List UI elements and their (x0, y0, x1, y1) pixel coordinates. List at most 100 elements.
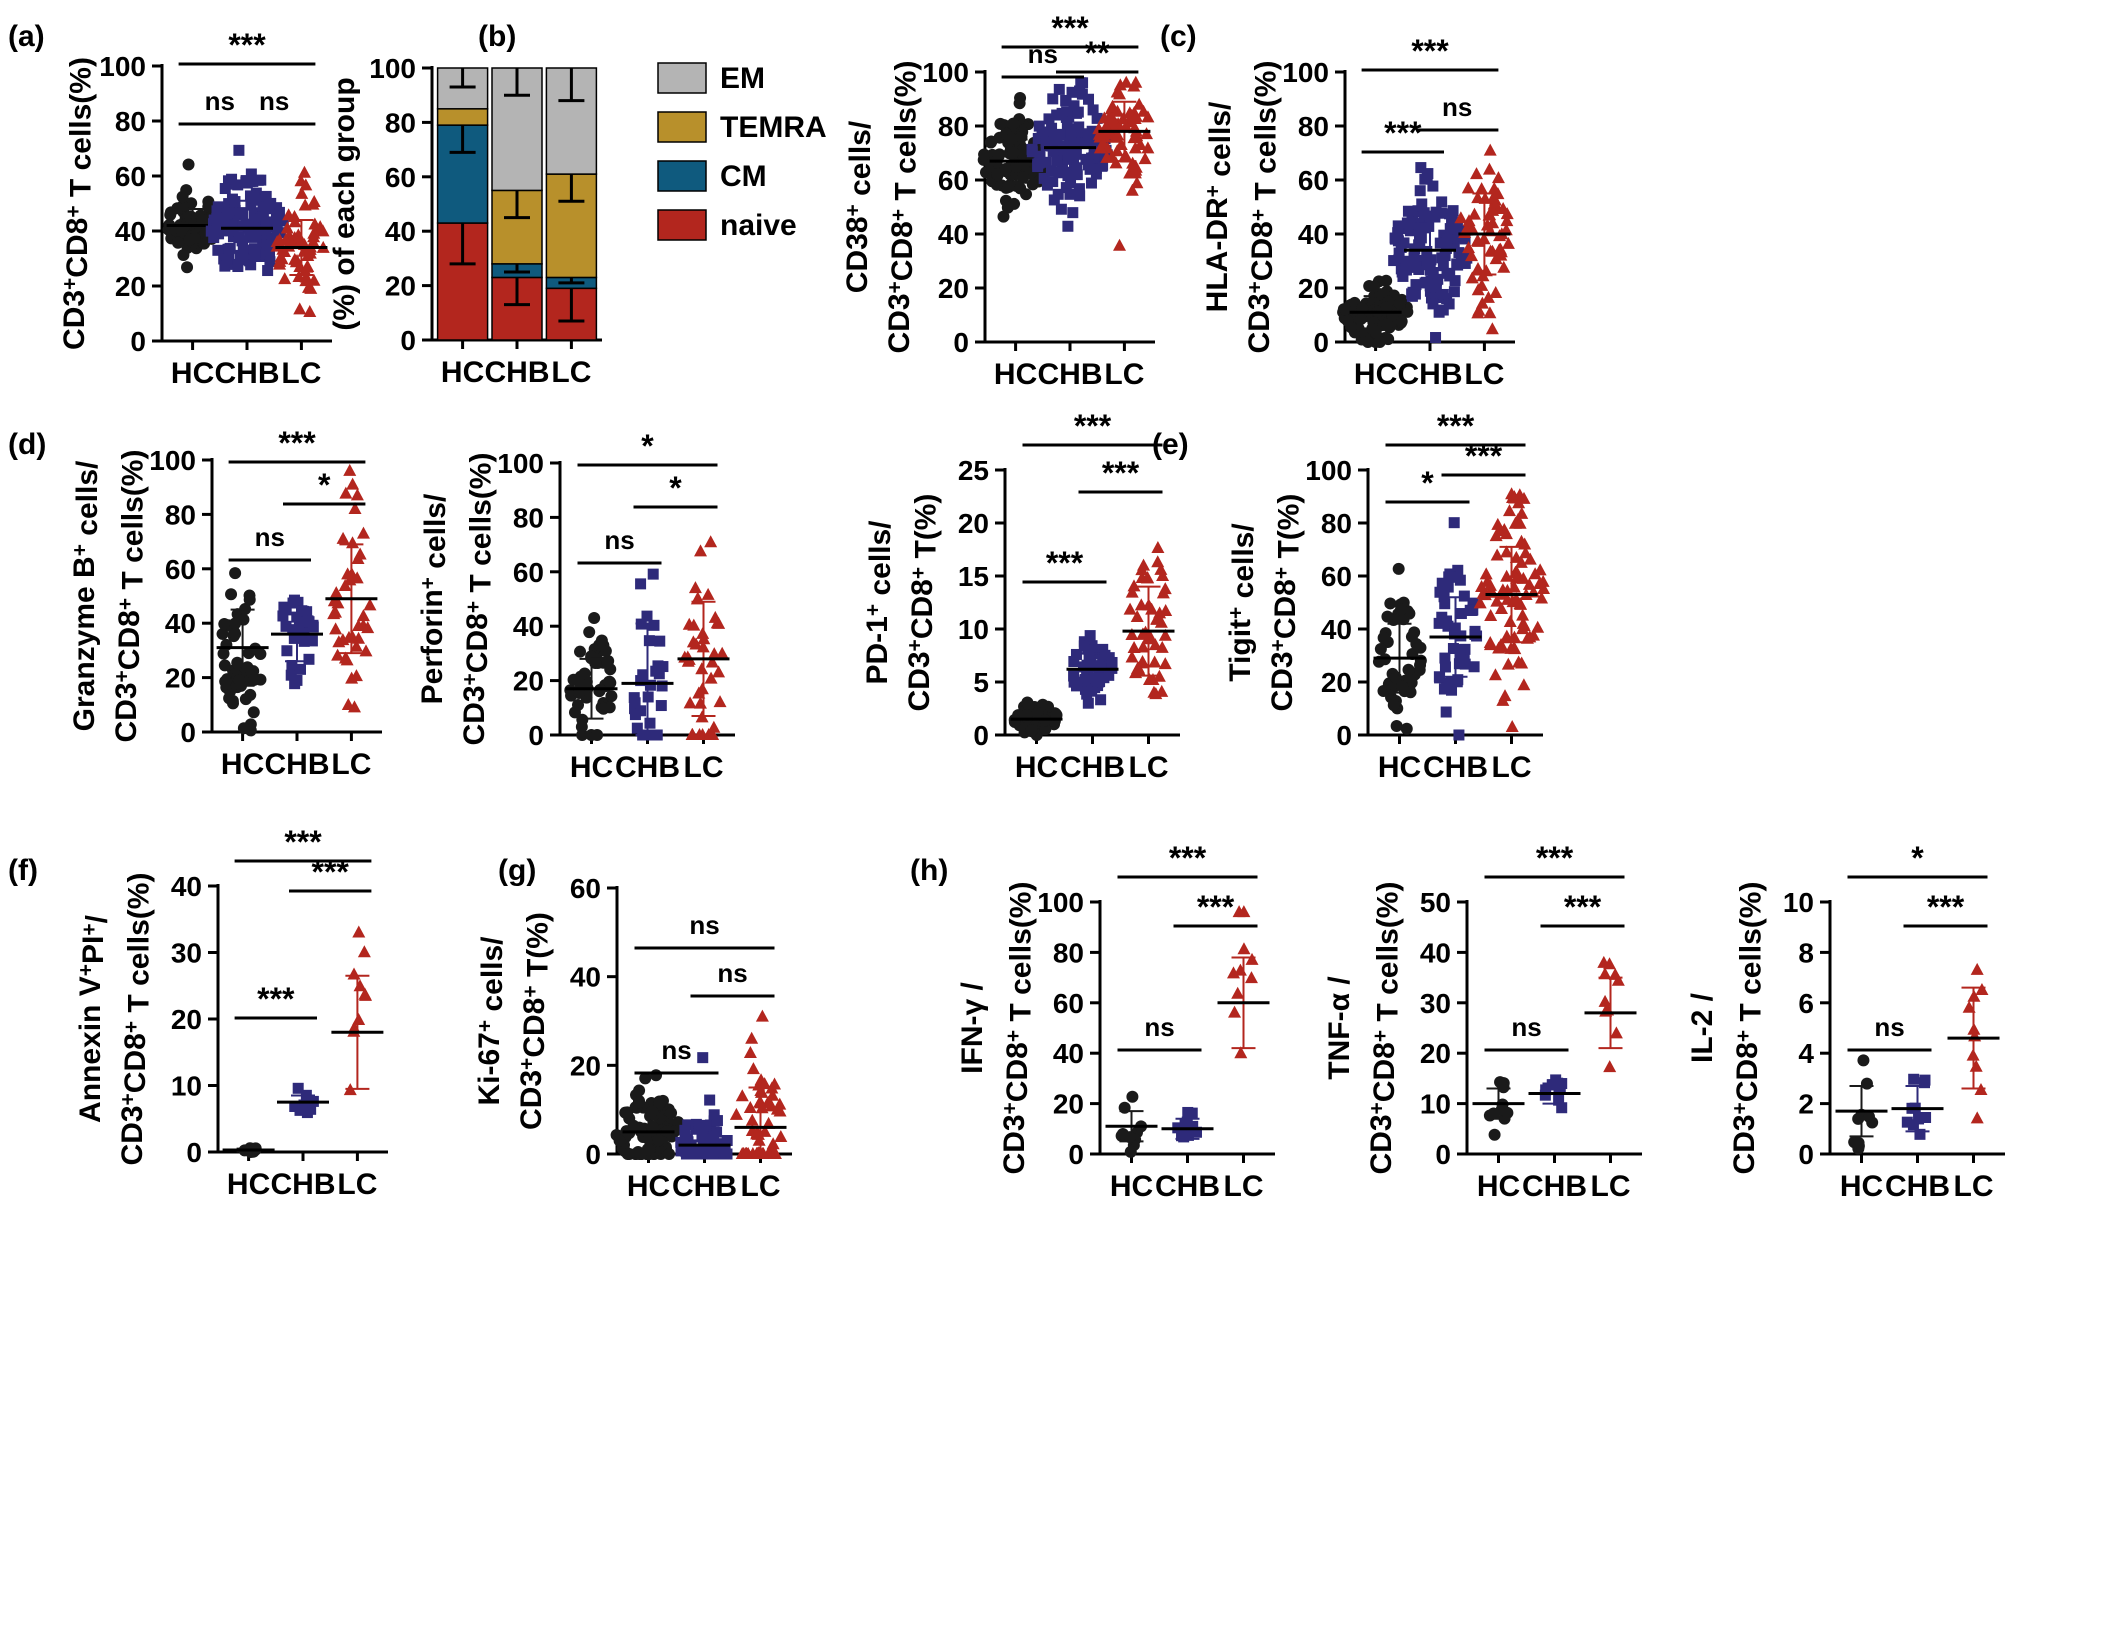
data-point (1430, 332, 1442, 344)
label-sup: + (862, 604, 885, 616)
data-point (1523, 630, 1537, 643)
y-tick-label: 0 (1336, 720, 1352, 751)
y-axis-label: CD3+CD8+ T cells(%) (1243, 61, 1282, 354)
x-tick-label: HC (441, 356, 484, 389)
label-part: T cells(%) (122, 873, 155, 1021)
y-tick-label: 80 (165, 499, 196, 530)
data-point (353, 979, 367, 992)
data-point (1395, 315, 1408, 328)
data-point (1040, 140, 1052, 152)
data-point (1427, 180, 1439, 192)
data-point (1488, 668, 1502, 681)
data-point (688, 581, 702, 594)
label-part: IFN-γ / (956, 982, 989, 1074)
y-tick-label: 20 (171, 1004, 202, 1035)
y-tick-label: 20 (938, 273, 969, 304)
data-point (1051, 155, 1063, 167)
data-point (597, 702, 610, 715)
data-point (221, 208, 233, 220)
data-point (1465, 271, 1479, 284)
panel-label: (h) (910, 854, 948, 887)
data-point (1501, 657, 1515, 670)
data-point (1975, 983, 1989, 996)
data-point (1489, 285, 1503, 298)
data-point (1244, 971, 1258, 984)
data-point (1234, 1046, 1248, 1059)
data-point (1540, 1084, 1552, 1096)
data-point (237, 722, 250, 735)
data-point (1429, 211, 1441, 223)
data-point (755, 1009, 769, 1022)
y-axis-label: Ki-67+ cells/ (473, 936, 509, 1106)
label-part: T cells(%) (116, 450, 149, 598)
data-point (653, 1097, 666, 1110)
data-point (1494, 637, 1508, 650)
data-point (1138, 152, 1152, 165)
data-point (1392, 220, 1404, 232)
data-point (229, 567, 242, 580)
significance-label: ** (1085, 35, 1110, 71)
significance-label: ns (1874, 1012, 1904, 1042)
x-tick-label: CHB (1522, 1170, 1587, 1203)
data-point (1494, 1076, 1507, 1089)
data-point (1393, 247, 1405, 259)
data-point (277, 215, 289, 227)
data-point (306, 197, 320, 210)
y-axis-label: CD3+CD8+ T cells(%) (58, 57, 97, 350)
data-point (568, 706, 581, 719)
data-point (1467, 207, 1481, 220)
data-point (1400, 722, 1413, 735)
data-point (297, 165, 311, 178)
y-tick-label: 20 (1420, 1038, 1451, 1069)
data-point (1432, 273, 1444, 285)
data-point (350, 488, 364, 501)
data-point (997, 210, 1010, 223)
data-point (652, 1134, 665, 1147)
label-part: PI (77, 936, 110, 964)
data-point (1110, 144, 1124, 157)
data-point (1156, 568, 1170, 581)
data-point (1062, 170, 1074, 182)
data-point (1468, 661, 1480, 673)
data-point (1123, 602, 1137, 615)
x-tick-label: CHB (271, 1168, 336, 1201)
data-point (341, 697, 355, 710)
y-tick-label: 60 (1053, 988, 1084, 1019)
data-point (1503, 504, 1517, 517)
data-point (683, 696, 697, 709)
y-tick-label: 60 (513, 557, 544, 588)
data-point (303, 653, 315, 665)
data-point (1422, 168, 1434, 180)
data-point (1130, 129, 1144, 142)
data-point (1597, 955, 1611, 968)
data-point (1076, 129, 1088, 141)
significance-label: *** (278, 425, 316, 461)
label-sup: + (78, 923, 101, 935)
data-point (1119, 150, 1133, 163)
data-point (280, 604, 292, 616)
data-point (1137, 104, 1151, 117)
significance-label: *** (1465, 438, 1503, 474)
label-part: CD3 (1266, 651, 1299, 711)
data-point (1471, 191, 1485, 204)
data-point (1130, 609, 1144, 622)
data-point (1448, 286, 1460, 298)
y-tick-label: 40 (385, 216, 416, 247)
data-point (1066, 86, 1078, 98)
data-point (1504, 641, 1518, 654)
data-point (231, 656, 244, 669)
data-point (1022, 698, 1035, 711)
x-tick-label: HC (171, 357, 214, 390)
data-point (629, 697, 641, 709)
data-point (681, 654, 695, 667)
data-point (1381, 610, 1394, 623)
data-point (1097, 643, 1109, 655)
data-point (627, 1119, 640, 1132)
data-point (1486, 203, 1500, 216)
data-point (1073, 137, 1085, 149)
significance-label: * (1421, 465, 1434, 501)
data-point (1001, 201, 1014, 214)
y-axis-label: Granzyme B+ cells/ (68, 460, 104, 731)
data-point (1083, 93, 1095, 105)
